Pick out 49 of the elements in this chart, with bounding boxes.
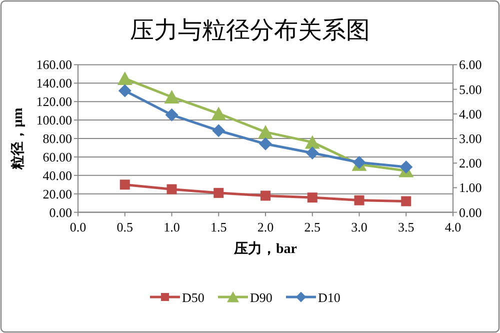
x-tick-label: 0.5 [116, 219, 133, 234]
point [117, 72, 132, 86]
y-tick-label: 40.00 [42, 168, 72, 183]
y-tick-label: 140.00 [36, 76, 72, 91]
legend-label: D10 [318, 290, 340, 305]
y2-tick-label: 0.00 [459, 204, 482, 220]
x-tick-label: 1.5 [210, 219, 227, 234]
point [211, 106, 226, 120]
chart-title: 压力与粒径分布关系图 [130, 17, 370, 44]
point [354, 195, 364, 206]
point [304, 135, 320, 149]
legend-label: D90 [250, 290, 272, 305]
y2-tick-label: 1.00 [459, 180, 482, 196]
y2-tick-label: 4.00 [459, 106, 482, 122]
y-tick-label: 100.00 [36, 112, 72, 128]
y2-tick-label: 6.00 [459, 57, 482, 72]
legend-label: D50 [182, 290, 204, 305]
point [307, 192, 318, 203]
y-tick-label: 160.00 [36, 57, 72, 72]
point [165, 108, 178, 122]
point [164, 90, 180, 104]
point [212, 124, 226, 138]
y2-tick-label: 2.00 [459, 156, 482, 171]
point [306, 146, 319, 160]
point [258, 125, 273, 139]
x-tick-label: 2.5 [304, 219, 320, 234]
point [166, 184, 177, 194]
point [120, 180, 130, 190]
x-tick-label: 4.0 [444, 219, 462, 234]
y2-tick-label: 5.00 [459, 82, 482, 97]
y-tick-label: 60.00 [42, 149, 72, 164]
point [214, 188, 224, 198]
point [400, 160, 413, 174]
x-tick-label: 2.0 [257, 219, 274, 234]
point [259, 137, 272, 150]
y-tick-label: 80.00 [42, 131, 72, 146]
x-tick-label: 3.5 [398, 219, 414, 234]
x-tick-label: 3.0 [351, 219, 368, 234]
y2-tick-label: 3.00 [459, 131, 482, 146]
point [401, 196, 412, 206]
y-tick-label: 20.00 [42, 186, 72, 202]
point [118, 84, 132, 98]
y-tick-label: 0.00 [49, 204, 72, 220]
x-tick-label: 1.0 [164, 219, 180, 234]
y-tick-label: 120.00 [36, 94, 72, 110]
x-tick-label: 0.0 [70, 219, 86, 234]
point [260, 190, 270, 201]
x-axis-title: 压力，bar [233, 241, 297, 257]
y-axis-title: 粒径，μm [10, 107, 26, 170]
